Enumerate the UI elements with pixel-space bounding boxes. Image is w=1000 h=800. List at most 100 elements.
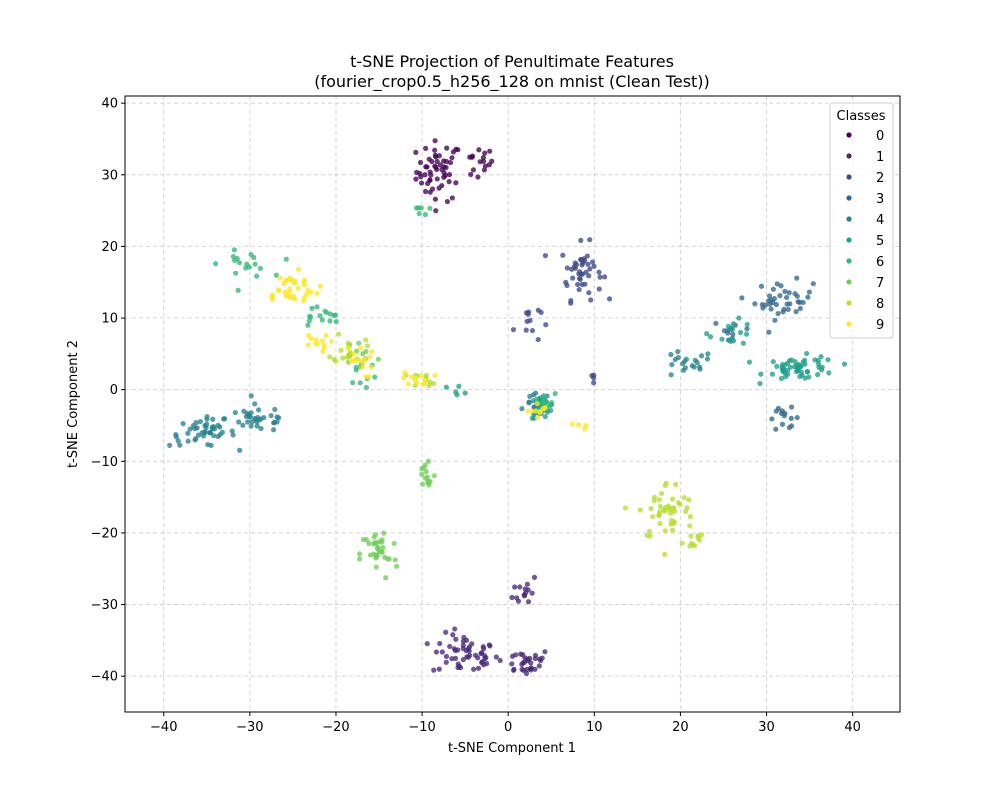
x-tick-label: −20 bbox=[322, 720, 349, 735]
point-class-4 bbox=[247, 414, 253, 420]
point-class-0 bbox=[446, 171, 453, 178]
point-class-9 bbox=[529, 408, 535, 414]
point-class-1 bbox=[472, 652, 479, 658]
point-class-8 bbox=[331, 356, 337, 362]
point-class-1 bbox=[452, 647, 459, 654]
point-class-3 bbox=[769, 416, 775, 422]
point-class-3 bbox=[775, 405, 782, 411]
point-class-8 bbox=[688, 533, 694, 539]
point-class-0 bbox=[446, 179, 452, 185]
point-class-0 bbox=[475, 174, 481, 180]
point-class-4 bbox=[217, 424, 223, 430]
point-class-8 bbox=[345, 340, 351, 346]
point-class-9 bbox=[412, 377, 419, 383]
point-class-4 bbox=[221, 416, 227, 422]
point-class-9 bbox=[537, 409, 543, 415]
point-class-6 bbox=[246, 264, 252, 270]
point-class-4 bbox=[197, 418, 204, 425]
point-class-3 bbox=[766, 293, 773, 299]
point-class-4 bbox=[207, 430, 213, 436]
point-class-8 bbox=[679, 540, 685, 546]
point-class-1 bbox=[452, 626, 458, 632]
point-class-5 bbox=[783, 374, 789, 380]
point-class-9 bbox=[288, 294, 295, 300]
point-class-3 bbox=[778, 283, 784, 289]
point-class-5 bbox=[757, 380, 763, 387]
point-class-5 bbox=[746, 359, 753, 365]
point-class-1 bbox=[517, 584, 523, 590]
x-axis-label: t-SNE Component 1 bbox=[448, 741, 576, 756]
point-class-3 bbox=[786, 290, 792, 296]
point-class-0 bbox=[444, 198, 450, 205]
point-class-8 bbox=[637, 507, 643, 513]
legend-marker-5 bbox=[846, 237, 852, 243]
point-class-7 bbox=[382, 554, 388, 560]
point-class-7 bbox=[425, 458, 431, 464]
point-class-4 bbox=[240, 422, 246, 428]
point-class-5 bbox=[462, 390, 468, 396]
point-class-4 bbox=[245, 419, 251, 425]
point-class-0 bbox=[444, 145, 450, 151]
plot-frame bbox=[124, 95, 901, 713]
point-class-1 bbox=[484, 660, 490, 667]
point-class-8 bbox=[668, 510, 674, 516]
point-class-8 bbox=[335, 331, 342, 337]
legend-label-0: 0 bbox=[876, 129, 884, 144]
point-class-7 bbox=[380, 545, 386, 551]
point-class-1 bbox=[521, 667, 527, 673]
point-class-6 bbox=[309, 305, 315, 311]
point-class-0 bbox=[429, 186, 436, 192]
point-class-9 bbox=[328, 338, 335, 345]
point-class-7 bbox=[363, 348, 369, 355]
point-class-7 bbox=[360, 537, 366, 543]
point-class-4 bbox=[274, 414, 280, 420]
point-class-3 bbox=[772, 317, 778, 323]
point-class-3 bbox=[770, 299, 776, 306]
point-class-4 bbox=[675, 349, 681, 355]
point-class-9 bbox=[270, 292, 276, 298]
point-class-2 bbox=[569, 266, 575, 272]
point-class-3 bbox=[794, 414, 800, 421]
point-class-6 bbox=[422, 211, 428, 218]
point-class-1 bbox=[528, 665, 534, 671]
legend-label-1: 1 bbox=[876, 150, 884, 165]
point-class-5 bbox=[812, 357, 818, 363]
point-class-1 bbox=[460, 642, 466, 648]
x-tick-label: 20 bbox=[672, 720, 689, 735]
legend-marker-7 bbox=[846, 279, 852, 285]
point-class-7 bbox=[421, 464, 427, 471]
point-class-1 bbox=[463, 637, 470, 643]
legend-label-9: 9 bbox=[876, 318, 884, 333]
point-class-2 bbox=[588, 297, 594, 303]
point-class-3 bbox=[752, 301, 758, 307]
point-class-1 bbox=[510, 667, 517, 673]
point-class-8 bbox=[656, 497, 662, 503]
legend-marker-8 bbox=[846, 300, 852, 306]
point-class-2 bbox=[582, 281, 588, 287]
point-class-4 bbox=[236, 419, 242, 425]
point-class-1 bbox=[486, 642, 492, 648]
point-class-3 bbox=[766, 329, 772, 335]
point-class-4 bbox=[248, 423, 254, 429]
point-class-8 bbox=[431, 380, 437, 387]
point-class-2 bbox=[568, 300, 574, 306]
point-class-3 bbox=[768, 306, 774, 312]
point-class-6 bbox=[331, 312, 337, 319]
point-class-5 bbox=[806, 374, 812, 380]
point-class-4 bbox=[268, 412, 274, 419]
y-tick-label: 10 bbox=[101, 312, 118, 327]
point-class-9 bbox=[534, 400, 540, 407]
point-class-4 bbox=[253, 416, 259, 423]
point-class-2 bbox=[560, 252, 566, 258]
point-class-1 bbox=[542, 649, 548, 655]
point-class-7 bbox=[378, 549, 384, 555]
point-class-1 bbox=[509, 661, 515, 667]
legend-marker-0 bbox=[846, 132, 852, 138]
point-class-4 bbox=[229, 428, 235, 434]
point-class-3 bbox=[788, 423, 795, 429]
point-class-9 bbox=[402, 369, 408, 375]
point-class-6 bbox=[306, 318, 312, 324]
x-tick-label: −10 bbox=[408, 720, 435, 735]
point-class-3 bbox=[780, 309, 786, 315]
